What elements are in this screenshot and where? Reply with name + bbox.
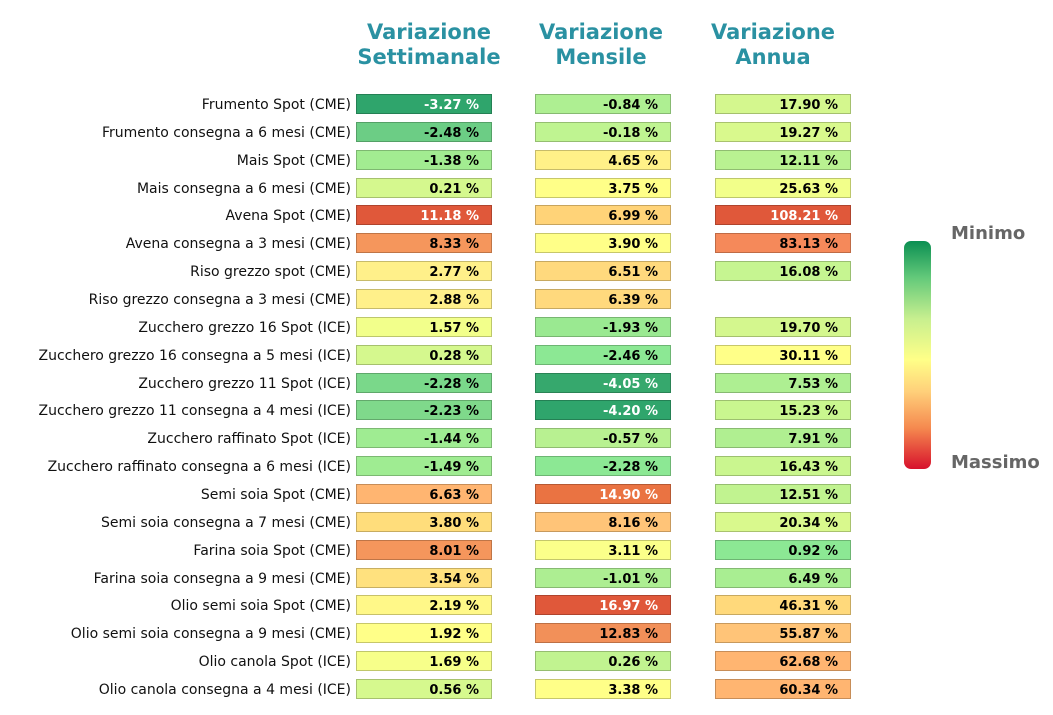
heatmap-cell: 14.90 % [535, 484, 671, 504]
row-label: Zucchero grezzo 16 consegna a 5 mesi (IC… [38, 348, 351, 364]
row-label: Semi soia consegna a 7 mesi (CME) [101, 515, 351, 531]
heatmap-cell: 7.53 % [715, 373, 851, 393]
heatmap-cell: 6.39 % [535, 289, 671, 309]
row-label: Olio canola Spot (ICE) [198, 654, 351, 670]
heatmap-cell: -2.46 % [535, 345, 671, 365]
heatmap-cell: -3.27 % [356, 94, 492, 114]
heatmap-cell: 19.70 % [715, 317, 851, 337]
color-scale-legend [904, 241, 931, 469]
legend-max-label: Massimo [951, 452, 1040, 473]
heatmap-cell: -2.28 % [535, 456, 671, 476]
heatmap-cell: 6.63 % [356, 484, 492, 504]
heatmap-cell: 11.18 % [356, 205, 492, 225]
heatmap-cell: 6.99 % [535, 205, 671, 225]
heatmap-cell: -1.44 % [356, 428, 492, 448]
heatmap-cell: 0.21 % [356, 178, 492, 198]
heatmap-cell: 6.51 % [535, 261, 671, 281]
row-label: Zucchero grezzo 16 Spot (ICE) [138, 320, 351, 336]
heatmap-cell: 1.57 % [356, 317, 492, 337]
row-label: Avena consegna a 3 mesi (CME) [125, 236, 351, 252]
row-label: Zucchero grezzo 11 Spot (ICE) [138, 376, 351, 392]
heatmap-cell: 3.80 % [356, 512, 492, 532]
heatmap-cell: 17.90 % [715, 94, 851, 114]
row-label: Semi soia Spot (CME) [200, 487, 351, 503]
heatmap-cell: 0.26 % [535, 651, 671, 671]
heatmap-cell: 25.63 % [715, 178, 851, 198]
heatmap-cell: -1.93 % [535, 317, 671, 337]
row-label: Zucchero raffinato consegna a 6 mesi (IC… [47, 459, 351, 475]
heatmap-cell: 30.11 % [715, 345, 851, 365]
row-label: Riso grezzo spot (CME) [190, 264, 351, 280]
heatmap-cell: 7.91 % [715, 428, 851, 448]
heatmap-cell: 83.13 % [715, 233, 851, 253]
heatmap-cell: 2.77 % [356, 261, 492, 281]
heatmap-cell: 3.11 % [535, 540, 671, 560]
heatmap-cell: 3.54 % [356, 568, 492, 588]
row-label: Farina soia Spot (CME) [193, 543, 351, 559]
heatmap-cell: 1.92 % [356, 623, 492, 643]
heatmap-cell: 4.65 % [535, 150, 671, 170]
row-label: Zucchero grezzo 11 consegna a 4 mesi (IC… [38, 403, 351, 419]
column-header-settimanale: Variazione Settimanale [357, 20, 501, 69]
heatmap-cell: -0.84 % [535, 94, 671, 114]
heatmap-cell: -2.28 % [356, 373, 492, 393]
heatmap-cell: 19.27 % [715, 122, 851, 142]
heatmap-cell: 16.97 % [535, 595, 671, 615]
heatmap-cell: -1.01 % [535, 568, 671, 588]
legend-min-label: Minimo [951, 223, 1026, 244]
heatmap-cell: 6.49 % [715, 568, 851, 588]
row-label: Farina soia consegna a 9 mesi (CME) [93, 571, 351, 587]
heatmap-cell: 16.43 % [715, 456, 851, 476]
row-label: Riso grezzo consegna a 3 mesi (CME) [88, 292, 351, 308]
column-header-mensile: Variazione Mensile [538, 20, 664, 69]
heatmap-cell: 2.88 % [356, 289, 492, 309]
heatmap-cell: 8.33 % [356, 233, 492, 253]
row-label: Mais Spot (CME) [236, 153, 351, 169]
heatmap-cell: 3.90 % [535, 233, 671, 253]
row-label: Mais consegna a 6 mesi (CME) [136, 181, 351, 197]
heatmap-cell: 108.21 % [715, 205, 851, 225]
heatmap-cell: -2.23 % [356, 400, 492, 420]
heatmap-cell: 60.34 % [715, 679, 851, 699]
heatmap-cell: -1.49 % [356, 456, 492, 476]
row-label: Avena Spot (CME) [225, 208, 351, 224]
heatmap-cell: 12.11 % [715, 150, 851, 170]
heatmap-cell: 8.01 % [356, 540, 492, 560]
heatmap-cell: -2.48 % [356, 122, 492, 142]
heatmap-cell: 46.31 % [715, 595, 851, 615]
heatmap-cell: -0.57 % [535, 428, 671, 448]
heatmap-cell: 0.28 % [356, 345, 492, 365]
column-header-annua: Variazione Annua [710, 20, 836, 69]
heatmap-cell: 12.83 % [535, 623, 671, 643]
row-label: Frumento Spot (CME) [201, 97, 351, 113]
row-label: Frumento consegna a 6 mesi (CME) [101, 125, 351, 141]
heatmap-cell: 2.19 % [356, 595, 492, 615]
row-label: Olio canola consegna a 4 mesi (ICE) [98, 682, 351, 698]
row-label: Olio semi soia consegna a 9 mesi (CME) [70, 626, 351, 642]
heatmap-cell: 12.51 % [715, 484, 851, 504]
heatmap-cell: 62.68 % [715, 651, 851, 671]
heatmap-cell: 55.87 % [715, 623, 851, 643]
heatmap-cell: 0.92 % [715, 540, 851, 560]
heatmap-cell: 3.38 % [535, 679, 671, 699]
heatmap-cell: 15.23 % [715, 400, 851, 420]
row-label: Zucchero raffinato Spot (ICE) [147, 431, 351, 447]
heatmap-cell: 16.08 % [715, 261, 851, 281]
heatmap-cell: -4.05 % [535, 373, 671, 393]
heatmap-cell: -4.20 % [535, 400, 671, 420]
heatmap-cell: -1.38 % [356, 150, 492, 170]
heatmap-cell: 3.75 % [535, 178, 671, 198]
heatmap-cell: -0.18 % [535, 122, 671, 142]
heatmap-cell: 1.69 % [356, 651, 492, 671]
row-label: Olio semi soia Spot (CME) [170, 598, 351, 614]
heatmap-cell: 0.56 % [356, 679, 492, 699]
heatmap-cell: 8.16 % [535, 512, 671, 532]
heatmap-cell: 20.34 % [715, 512, 851, 532]
